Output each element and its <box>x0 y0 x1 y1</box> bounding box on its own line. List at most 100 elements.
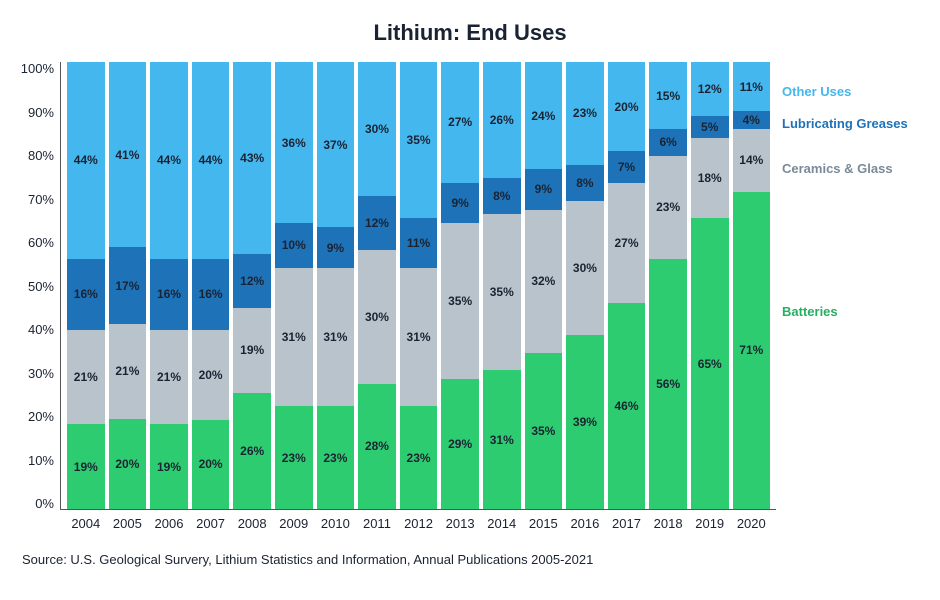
segment-greases: 17% <box>109 247 147 324</box>
segment-batteries: 23% <box>317 406 355 509</box>
x-tick: 2018 <box>649 516 687 531</box>
x-tick: 2016 <box>566 516 604 531</box>
segment-other: 15% <box>649 62 687 129</box>
segment-ceramics: 27% <box>608 183 646 304</box>
segment-batteries: 19% <box>150 424 188 509</box>
x-axis: 2004200520062007200820092010201120122013… <box>61 516 776 531</box>
segment-greases: 8% <box>483 178 521 214</box>
segment-greases: 10% <box>275 223 313 268</box>
segment-ceramics: 32% <box>525 210 563 353</box>
segment-greases: 12% <box>358 196 396 250</box>
x-tick: 2004 <box>67 516 105 531</box>
y-tick: 60% <box>14 236 60 249</box>
bar-column: 19%21%16%44% <box>67 62 105 509</box>
segment-batteries: 46% <box>608 303 646 509</box>
segment-other: 11% <box>733 62 771 111</box>
segment-ceramics: 31% <box>317 268 355 407</box>
segment-other: 44% <box>192 62 230 259</box>
segment-ceramics: 31% <box>275 268 313 407</box>
bar-column: 65%18%5%12% <box>691 62 729 509</box>
segment-greases: 7% <box>608 151 646 182</box>
segment-greases: 5% <box>691 116 729 138</box>
segment-batteries: 28% <box>358 384 396 509</box>
plot-area: 19%21%16%44%20%21%17%41%19%21%16%44%20%2… <box>60 62 776 510</box>
bar-column: 46%27%7%20% <box>608 62 646 509</box>
segment-other: 36% <box>275 62 313 223</box>
x-tick: 2009 <box>275 516 313 531</box>
segment-greases: 16% <box>192 259 230 331</box>
x-tick: 2014 <box>483 516 521 531</box>
x-tick: 2008 <box>233 516 271 531</box>
segment-ceramics: 14% <box>733 129 771 192</box>
x-tick: 2011 <box>358 516 396 531</box>
bar-column: 20%20%16%44% <box>192 62 230 509</box>
segment-other: 37% <box>317 62 355 227</box>
segment-other: 30% <box>358 62 396 196</box>
x-tick: 2005 <box>109 516 147 531</box>
y-tick: 30% <box>14 367 60 380</box>
segment-batteries: 23% <box>275 406 313 509</box>
source-caption: Source: U.S. Geological Survery, Lithium… <box>14 552 926 567</box>
segment-ceramics: 19% <box>233 308 271 393</box>
legend-greases: Lubricating Greases <box>782 116 908 131</box>
segment-ceramics: 21% <box>67 330 105 424</box>
bar-column: 29%35%9%27% <box>441 62 479 509</box>
bar-column: 71%14%4%11% <box>733 62 771 509</box>
x-tick: 2013 <box>441 516 479 531</box>
x-tick: 2007 <box>192 516 230 531</box>
segment-ceramics: 35% <box>441 223 479 379</box>
segment-greases: 6% <box>649 129 687 156</box>
bar-column: 31%35%8%26% <box>483 62 521 509</box>
segment-greases: 9% <box>525 169 563 209</box>
segment-batteries: 29% <box>441 379 479 509</box>
segment-ceramics: 21% <box>150 330 188 424</box>
x-tick: 2015 <box>525 516 563 531</box>
segment-other: 23% <box>566 62 604 165</box>
segment-ceramics: 20% <box>192 330 230 419</box>
segment-greases: 4% <box>733 111 771 129</box>
y-tick: 100% <box>14 62 60 75</box>
chart-area: 100%90%80%70%60%50%40%30%20%10%0% 19%21%… <box>14 62 926 532</box>
bar-column: 35%32%9%24% <box>525 62 563 509</box>
y-tick: 80% <box>14 149 60 162</box>
segment-batteries: 56% <box>649 259 687 509</box>
bar-column: 23%31%10%36% <box>275 62 313 509</box>
x-tick: 2019 <box>691 516 729 531</box>
x-tick: 2017 <box>608 516 646 531</box>
segment-greases: 16% <box>150 259 188 331</box>
segment-batteries: 20% <box>109 419 147 509</box>
segment-other: 20% <box>608 62 646 151</box>
x-tick: 2020 <box>733 516 771 531</box>
segment-greases: 8% <box>566 165 604 201</box>
segment-batteries: 31% <box>483 370 521 509</box>
bar-column: 19%21%16%44% <box>150 62 188 509</box>
segment-batteries: 20% <box>192 420 230 509</box>
segment-other: 26% <box>483 62 521 178</box>
segment-ceramics: 18% <box>691 138 729 218</box>
x-tick: 2006 <box>150 516 188 531</box>
legend-other: Other Uses <box>782 84 851 99</box>
segment-other: 12% <box>691 62 729 116</box>
segment-ceramics: 21% <box>109 324 147 419</box>
segment-ceramics: 30% <box>358 250 396 384</box>
segment-batteries: 39% <box>566 335 604 509</box>
bar-column: 26%19%12%43% <box>233 62 271 509</box>
segment-other: 44% <box>150 62 188 259</box>
bar-column: 56%23%6%15% <box>649 62 687 509</box>
bar-column: 39%30%8%23% <box>566 62 604 509</box>
x-tick: 2012 <box>400 516 438 531</box>
y-axis: 100%90%80%70%60%50%40%30%20%10%0% <box>14 62 60 532</box>
segment-greases: 16% <box>67 259 105 331</box>
segment-batteries: 71% <box>733 192 771 509</box>
y-tick: 0% <box>14 497 60 510</box>
segment-batteries: 19% <box>67 424 105 509</box>
y-tick: 20% <box>14 410 60 423</box>
segment-other: 35% <box>400 62 438 218</box>
legend: Other UsesLubricating GreasesCeramics & … <box>776 62 926 532</box>
segment-other: 24% <box>525 62 563 169</box>
y-tick: 40% <box>14 323 60 336</box>
segment-batteries: 65% <box>691 218 729 509</box>
segment-batteries: 26% <box>233 393 271 509</box>
segment-batteries: 23% <box>400 406 438 509</box>
bar-column: 28%30%12%30% <box>358 62 396 509</box>
